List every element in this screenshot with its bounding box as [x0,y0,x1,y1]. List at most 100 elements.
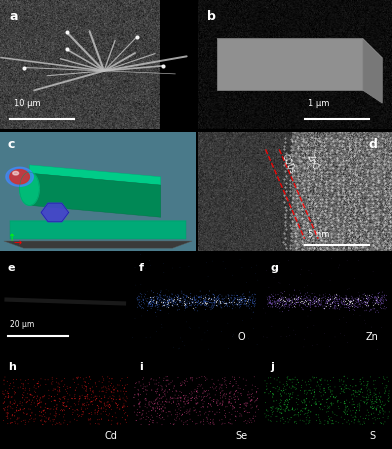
Point [155,394,161,401]
Point [219,421,225,428]
Point [345,304,351,311]
Point [332,303,338,310]
Point [87,385,93,392]
Point [243,298,249,305]
Point [192,306,198,313]
Point [59,407,65,414]
Point [85,401,92,409]
Point [1,380,7,387]
Point [165,310,171,317]
Point [314,379,320,386]
Point [221,376,227,383]
Point [364,291,370,299]
Point [273,405,279,412]
Point [337,305,343,313]
Point [332,394,338,401]
Point [98,404,105,411]
Point [332,333,338,340]
Point [348,382,354,389]
Point [185,303,191,310]
Point [277,296,283,304]
Point [103,406,109,413]
Point [153,313,160,320]
Point [322,403,328,410]
Point [252,299,259,307]
Point [211,421,217,428]
Point [109,384,116,392]
Point [249,393,255,400]
Point [209,304,215,311]
Point [7,400,13,407]
Point [275,296,281,303]
Point [220,375,226,382]
Point [373,406,379,413]
Point [153,298,160,305]
Point [298,271,304,278]
Point [154,386,160,393]
Point [179,338,185,345]
Point [161,269,167,276]
Point [312,299,318,306]
Point [382,297,388,304]
Point [356,299,362,306]
Point [165,380,172,387]
Point [292,419,298,426]
Point [137,415,143,423]
Point [334,295,340,303]
Point [343,319,349,326]
Point [17,405,23,412]
Point [373,295,379,302]
Point [343,295,349,302]
Point [58,421,64,428]
Point [76,396,82,404]
Point [123,419,129,426]
Point [212,299,218,306]
Point [176,299,183,306]
Point [274,265,280,272]
Point [280,296,287,304]
Point [107,393,113,401]
Point [62,417,68,424]
Point [210,408,216,415]
Point [332,302,338,309]
Point [12,389,18,396]
Point [154,302,161,309]
Point [238,296,244,304]
Point [178,295,185,302]
Point [368,323,374,330]
Point [45,415,52,423]
Point [155,385,161,392]
Point [283,296,290,303]
Point [135,391,142,398]
Point [247,391,253,398]
Point [181,419,187,427]
Point [175,293,181,300]
Point [171,343,177,351]
Point [228,294,234,301]
Point [273,298,279,305]
Point [265,408,271,415]
Point [339,386,345,393]
Point [363,394,370,401]
Point [154,301,161,308]
Point [67,418,73,426]
Point [224,303,230,310]
Point [352,303,358,310]
Point [337,383,343,390]
Point [230,297,236,304]
Point [166,408,172,415]
Point [79,411,85,418]
Point [115,419,121,427]
Point [327,297,333,304]
Point [143,387,149,394]
Point [167,294,173,301]
Point [26,396,32,404]
Point [381,291,388,299]
Point [348,392,355,399]
Point [205,387,212,394]
Point [79,408,85,415]
Point [327,299,334,307]
Point [217,299,223,306]
Point [2,374,8,381]
Point [22,396,28,404]
